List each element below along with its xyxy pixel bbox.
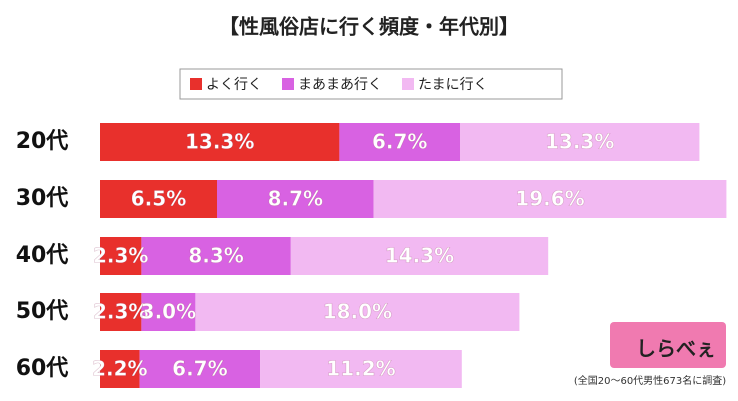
bar-segment xyxy=(139,350,261,388)
bar-segment xyxy=(100,123,340,161)
legend-swatch xyxy=(402,78,414,90)
value-label: 2.2% xyxy=(92,357,147,381)
bar-segment xyxy=(260,350,462,388)
category-label: 20代 xyxy=(16,129,69,154)
value-label: 14.3% xyxy=(385,244,454,268)
bar-segment xyxy=(100,350,140,388)
bar-segment xyxy=(100,180,217,218)
bar-segment xyxy=(460,123,700,161)
legend-swatch xyxy=(282,78,294,90)
value-label: 11.2% xyxy=(326,357,395,381)
value-label: 13.3% xyxy=(545,130,614,154)
value-label: 6.5% xyxy=(131,187,186,211)
bar-segment xyxy=(141,293,196,331)
legend-label: たまに行く xyxy=(418,77,488,93)
logo-box xyxy=(610,322,726,368)
legend-swatch xyxy=(190,78,202,90)
bar-segment xyxy=(195,293,520,331)
note: (全国20～60代男性673名に調査) xyxy=(574,374,726,387)
bar-segment xyxy=(217,180,374,218)
value-label: 2.3% xyxy=(93,300,148,324)
logo: しらべぇ xyxy=(636,337,716,361)
legend-box xyxy=(179,68,563,100)
value-label: 6.7% xyxy=(372,130,427,154)
category-label: 60代 xyxy=(16,356,69,381)
category-label: 40代 xyxy=(16,243,69,268)
value-label: 3.0% xyxy=(141,300,196,324)
category-label: 50代 xyxy=(16,299,69,324)
bar-segment xyxy=(141,237,291,275)
value-label: 13.3% xyxy=(185,130,254,154)
value-label: 8.7% xyxy=(268,187,323,211)
bar-segment xyxy=(290,237,549,275)
legend-label: まあまあ行く xyxy=(298,77,382,93)
bar-segment xyxy=(339,123,460,161)
value-label: 18.0% xyxy=(323,300,392,324)
bar-segment xyxy=(100,293,142,331)
legend-label: よく行く xyxy=(206,77,262,93)
bar-segment xyxy=(100,237,142,275)
value-label: 6.7% xyxy=(172,357,227,381)
value-label: 8.3% xyxy=(188,244,243,268)
chart-title: 【性風俗店に行く頻度・年代別】 xyxy=(219,15,519,39)
value-label: 19.6% xyxy=(515,187,584,211)
category-label: 30代 xyxy=(16,186,69,211)
value-label: 2.3% xyxy=(93,244,148,268)
bar-segment xyxy=(373,180,727,218)
